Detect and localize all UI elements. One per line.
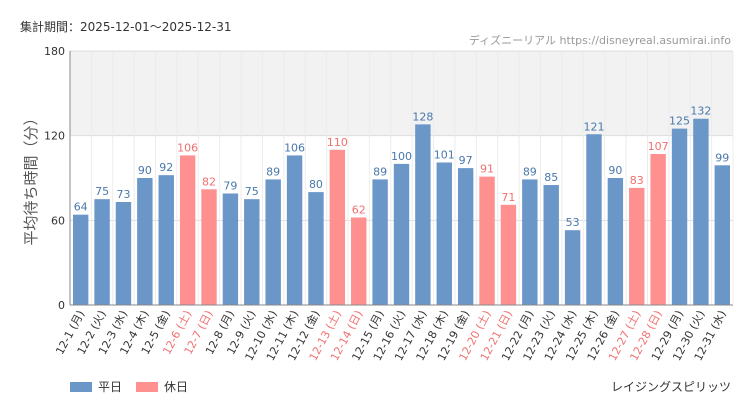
value-label: 90: [138, 164, 152, 177]
y-tick-label: 60: [51, 214, 65, 227]
bar-3: [115, 201, 132, 305]
value-label: 99: [715, 151, 729, 164]
bar-31: [714, 165, 731, 305]
value-label: 132: [690, 105, 711, 118]
value-label: 90: [608, 164, 622, 177]
bar-17: [415, 124, 431, 305]
value-label: 73: [116, 188, 130, 201]
bar-1: [72, 214, 89, 305]
value-label: 85: [544, 171, 558, 184]
legend-item-holiday[interactable]: 休日: [136, 378, 188, 395]
site-brand-label: ディズニーリアル https://disneyreal.asumirai.inf…: [468, 34, 731, 47]
value-label: 91: [480, 163, 494, 176]
bar-6: [179, 155, 196, 305]
bar-22: [522, 179, 538, 305]
value-label: 106: [284, 141, 305, 154]
value-label: 89: [373, 165, 387, 178]
value-label: 92: [159, 161, 173, 174]
value-label: 128: [412, 110, 433, 123]
value-label: 89: [523, 165, 537, 178]
bar-26: [607, 178, 624, 305]
value-label: 82: [202, 175, 216, 188]
value-label: 101: [434, 148, 455, 161]
y-tick-label: 180: [44, 45, 65, 58]
bar-11: [286, 155, 303, 305]
value-label: 83: [630, 174, 644, 187]
value-label: 75: [95, 185, 109, 198]
value-label: 106: [177, 141, 198, 154]
highlight-band: [70, 51, 733, 136]
bar-24: [564, 230, 581, 305]
legend: 平日 休日: [70, 378, 202, 395]
bar-21: [500, 204, 517, 305]
value-label: 75: [245, 185, 259, 198]
bar-9: [244, 199, 260, 305]
bar-23: [543, 185, 559, 305]
value-label: 53: [566, 216, 580, 229]
legend-label-holiday: 休日: [164, 380, 189, 394]
bar-14: [351, 217, 367, 305]
value-label: 64: [74, 201, 88, 214]
bar-25: [586, 134, 602, 305]
legend-item-weekday[interactable]: 平日: [70, 378, 122, 395]
bar-5: [158, 175, 174, 305]
attraction-name: レイジングスピリッツ: [610, 380, 731, 394]
value-label: 107: [648, 140, 669, 153]
bar-29: [671, 128, 688, 305]
y-axis-title: 平均待ち時間（分）: [22, 110, 40, 245]
bar-7: [201, 189, 217, 305]
bar-18: [436, 162, 452, 305]
bar-12: [308, 192, 324, 305]
value-label: 121: [583, 120, 604, 133]
bar-8: [222, 193, 239, 305]
value-label: 89: [266, 165, 280, 178]
y-tick-label: 120: [44, 130, 65, 143]
bar-10: [265, 179, 281, 305]
value-label: 110: [327, 136, 348, 149]
value-label: 71: [501, 191, 515, 204]
bar-2: [94, 199, 110, 305]
value-label: 125: [669, 115, 690, 128]
bar-15: [372, 179, 388, 305]
bar-16: [393, 163, 410, 305]
value-label: 62: [352, 204, 366, 217]
bar-27: [629, 187, 645, 305]
bar-30: [693, 118, 709, 305]
bar-13: [329, 149, 346, 305]
legend-swatch-weekday: [70, 381, 92, 392]
period-label: 集計期間：2025-12-01～2025-12-31: [20, 20, 232, 34]
legend-label-weekday: 平日: [98, 380, 123, 394]
value-label: 100: [391, 150, 412, 163]
bar-19: [457, 168, 474, 305]
legend-swatch-holiday: [136, 381, 159, 392]
y-tick-label: 0: [58, 299, 65, 312]
bar-20: [479, 176, 495, 305]
value-label: 79: [223, 180, 237, 193]
value-label: 80: [309, 178, 323, 191]
value-label: 97: [459, 154, 473, 167]
bar-4: [137, 178, 153, 305]
bar-28: [650, 154, 666, 305]
